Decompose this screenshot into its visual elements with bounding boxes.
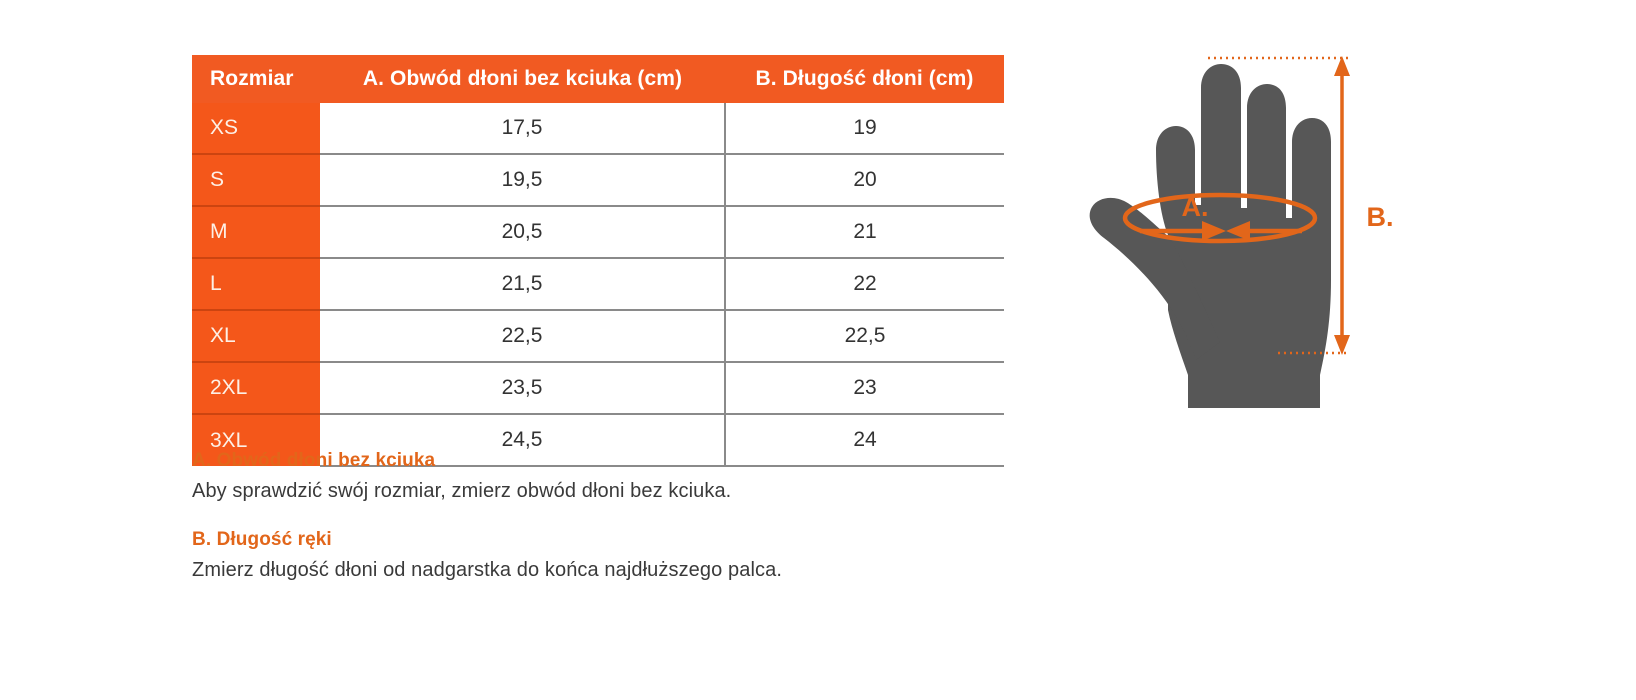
cell-circumference: 22,5 — [320, 310, 726, 363]
size-table: Rozmiar A. Obwód dłoni bez kciuka (cm) B… — [192, 55, 1004, 467]
table-header: Rozmiar A. Obwód dłoni bez kciuka (cm) B… — [192, 55, 1004, 103]
cell-length: 23 — [725, 362, 1004, 415]
circumference-ellipse-a — [1122, 192, 1318, 244]
column-header-circumference: A. Obwód dłoni bez kciuka (cm) — [320, 55, 725, 103]
cell-length: 19 — [725, 103, 1004, 155]
cell-circumference: 21,5 — [320, 258, 726, 311]
cell-circumference: 20,5 — [320, 206, 726, 259]
diagram-label-b: B. — [1367, 202, 1394, 232]
cell-circumference: 19,5 — [320, 154, 726, 207]
cell-circumference: 17,5 — [320, 103, 726, 155]
table-header-row: Rozmiar A. Obwód dłoni bez kciuka (cm) B… — [192, 55, 1004, 103]
note-block-b: B. Długość ręki Zmierz długość dłoni od … — [192, 529, 1022, 582]
length-arrow-b — [1334, 56, 1350, 355]
cell-size: XS — [192, 103, 320, 155]
table-row: L 21,5 22 — [192, 258, 1004, 311]
table-row: XL 22,5 22,5 — [192, 310, 1004, 363]
note-block-a: A. Obwód dłoni bez kciuka Aby sprawdzić … — [192, 450, 1022, 503]
note-body-a: Aby sprawdzić swój rozmiar, zmierz obwód… — [192, 480, 732, 502]
hand-measurement-diagram: A. B. — [1020, 30, 1440, 430]
cell-circumference: 23,5 — [320, 362, 726, 415]
table-row: 3XL 24,5 24 — [192, 414, 1004, 467]
cell-size: S — [192, 154, 320, 207]
cell-size: L — [192, 258, 320, 311]
cell-size: XL — [192, 310, 320, 363]
size-table-container: Rozmiar A. Obwód dłoni bez kciuka (cm) B… — [192, 55, 1004, 467]
table-body: XS 17,5 19 S 19,5 20 M 20,5 21 L 21,5 — [192, 103, 1004, 467]
cell-length: 20 — [725, 154, 1004, 207]
measurement-notes: A. Obwód dłoni bez kciuka Aby sprawdzić … — [192, 450, 1022, 608]
cell-length: 21 — [725, 206, 1004, 259]
circumference-arrows-a — [1140, 221, 1302, 241]
table-row: XS 17,5 19 — [192, 103, 1004, 155]
column-header-length: B. Długość dłoni (cm) — [725, 55, 1004, 103]
diagram-label-a: A. — [1182, 192, 1209, 222]
table-row: M 20,5 21 — [192, 206, 1004, 259]
note-body-b: Zmierz długość dłoni od nadgarstka do ko… — [192, 559, 782, 581]
table-row: 2XL 23,5 23 — [192, 362, 1004, 415]
column-header-size: Rozmiar — [192, 55, 320, 103]
cell-circumference: 24,5 — [320, 414, 726, 467]
note-title-a: A. Obwód dłoni bez kciuka — [192, 450, 436, 471]
cell-length: 24 — [725, 414, 1004, 467]
cell-length: 22,5 — [725, 310, 1004, 363]
note-title-b: B. Długość ręki — [192, 529, 332, 550]
cell-size: M — [192, 206, 320, 259]
table-row: S 19,5 20 — [192, 154, 1004, 207]
cell-length: 22 — [725, 258, 1004, 311]
cell-size: 3XL — [192, 414, 320, 466]
cell-size: 2XL — [192, 362, 320, 415]
